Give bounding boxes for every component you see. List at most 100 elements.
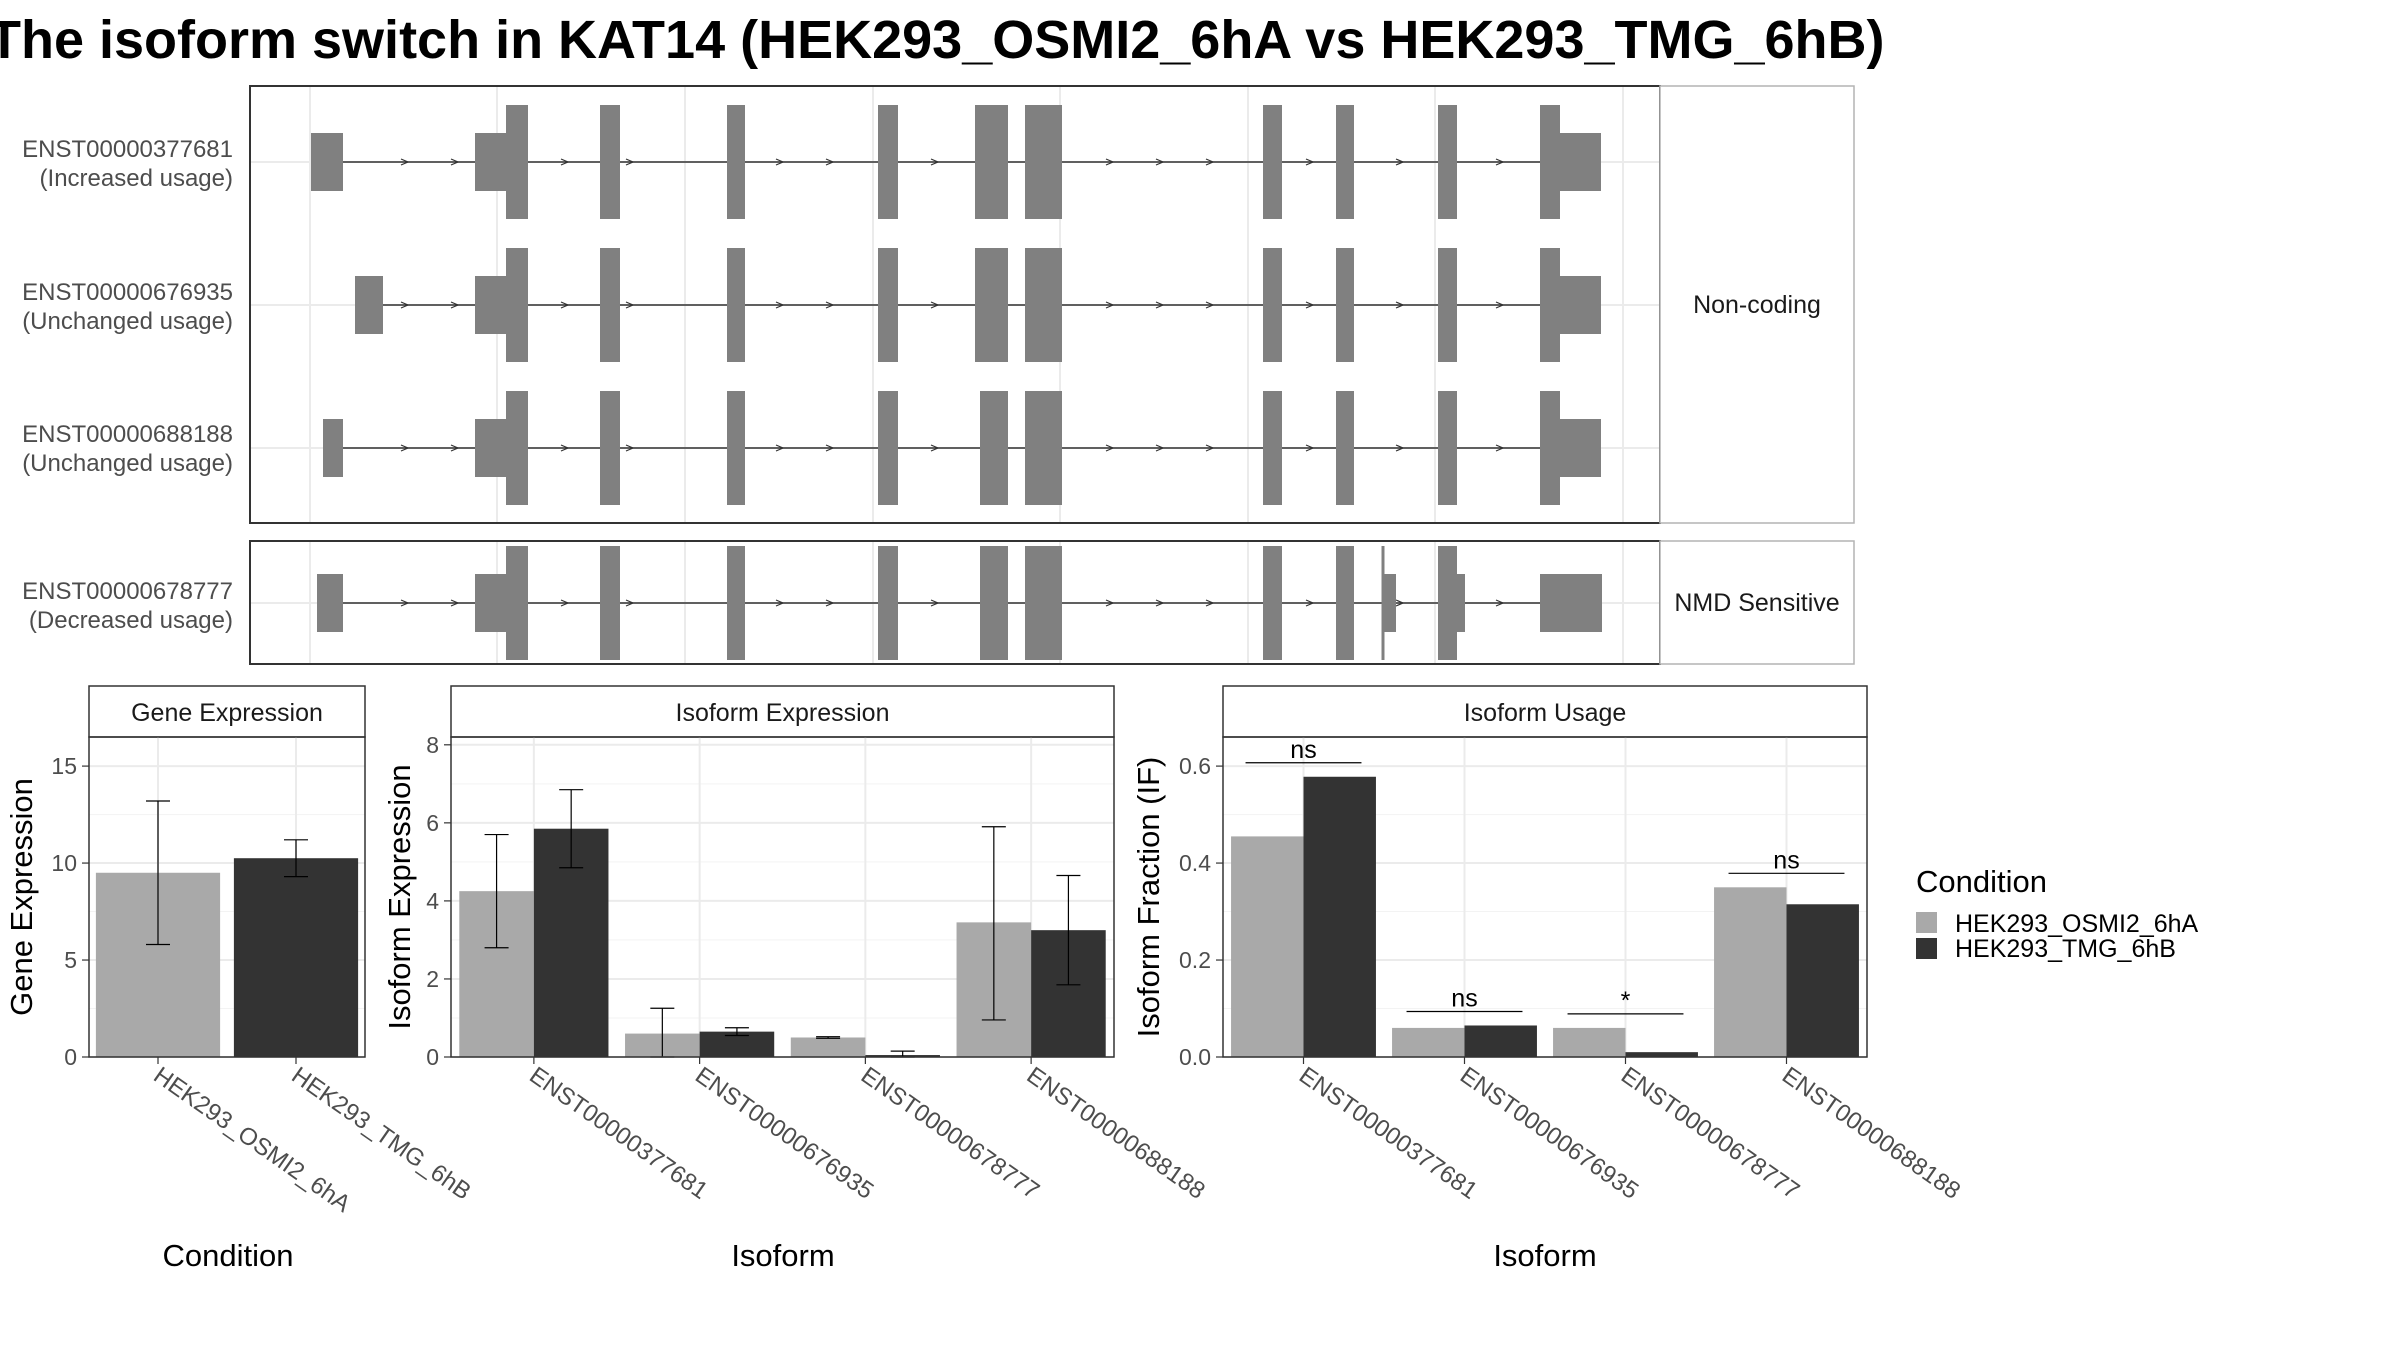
exon bbox=[1540, 574, 1602, 632]
exon bbox=[878, 105, 898, 219]
y-axis-title: Isoform Expression bbox=[382, 764, 417, 1029]
x-axis-title: Isoform bbox=[731, 1238, 834, 1273]
exon bbox=[1559, 419, 1601, 477]
exon bbox=[1336, 105, 1354, 219]
y-tick-label: 10 bbox=[51, 850, 77, 876]
chart-title: Isoform Usage bbox=[1464, 699, 1627, 727]
intron-arrow bbox=[775, 599, 785, 607]
legend: Condition HEK293_OSMI2_6hA HEK293_TMG_6h… bbox=[1916, 864, 2199, 963]
exon bbox=[600, 391, 620, 505]
x-tick-label: ENST00000678777 bbox=[856, 1062, 1044, 1205]
intron-arrow bbox=[450, 444, 460, 452]
y-tick-label: 0 bbox=[426, 1044, 439, 1070]
intron-arrow bbox=[450, 158, 460, 166]
intron-arrow bbox=[400, 158, 410, 166]
intron-arrow bbox=[560, 158, 570, 166]
exon bbox=[1540, 105, 1560, 219]
bar bbox=[1786, 904, 1859, 1057]
exon bbox=[1559, 276, 1601, 334]
intron-arrow bbox=[1105, 599, 1115, 607]
bar bbox=[1714, 887, 1787, 1057]
strip-nmd-label: NMD Sensitive bbox=[1674, 589, 1839, 617]
chart-strip bbox=[88, 685, 366, 738]
legend-swatch-a bbox=[1916, 912, 1937, 933]
intron-arrow bbox=[1305, 599, 1315, 607]
y-tick-label: 15 bbox=[51, 753, 77, 779]
transcript-usage-3: (Decreased usage) bbox=[29, 607, 233, 634]
exon bbox=[506, 248, 528, 362]
intron-arrow bbox=[1155, 599, 1165, 607]
exon bbox=[600, 248, 620, 362]
transcript-usage-1: (Unchanged usage) bbox=[22, 308, 233, 335]
transcript-structure-panel: Non-coding NMD Sensitive ENST00000377681… bbox=[22, 85, 1855, 665]
exon bbox=[1025, 546, 1062, 660]
chart-panel-border bbox=[1222, 736, 1868, 1058]
transcript-usage-2: (Unchanged usage) bbox=[22, 450, 233, 477]
strip-noncoding bbox=[1659, 85, 1855, 524]
intron-arrow bbox=[1305, 158, 1315, 166]
x-axis-title: Condition bbox=[163, 1238, 294, 1273]
intron-arrow bbox=[825, 158, 835, 166]
intron-arrow bbox=[775, 301, 785, 309]
y-tick-label: 5 bbox=[64, 947, 77, 973]
intron-arrow bbox=[1205, 158, 1215, 166]
exon bbox=[317, 574, 343, 632]
bar bbox=[1231, 836, 1304, 1057]
y-tick-label: 8 bbox=[426, 732, 439, 758]
exon bbox=[878, 391, 898, 505]
exon bbox=[1025, 105, 1062, 219]
intron-arrow bbox=[625, 599, 635, 607]
bar-charts: Gene Expression051015HEK293_OSMI2_6hAHEK… bbox=[4, 685, 1965, 1273]
legend-label-b: HEK293_TMG_6hB bbox=[1955, 935, 2176, 963]
intron-arrow bbox=[1205, 301, 1215, 309]
intron-arrow bbox=[825, 301, 835, 309]
bar bbox=[790, 1037, 866, 1057]
exon bbox=[1263, 248, 1282, 362]
intron-arrow bbox=[1205, 599, 1215, 607]
exon bbox=[878, 546, 898, 660]
intron-arrow bbox=[400, 599, 410, 607]
exon bbox=[878, 248, 898, 362]
x-tick-label: ENST00000688188 bbox=[1777, 1062, 1965, 1205]
significance-label: ns bbox=[1773, 846, 1799, 874]
intron-arrow bbox=[1155, 158, 1165, 166]
chart-strip bbox=[1222, 685, 1868, 738]
bar bbox=[1303, 776, 1376, 1057]
intron-arrow bbox=[1105, 301, 1115, 309]
bar bbox=[233, 858, 359, 1057]
legend-label-a: HEK293_OSMI2_6hA bbox=[1955, 910, 2199, 938]
exon bbox=[727, 546, 745, 660]
exon bbox=[355, 276, 383, 334]
exon bbox=[1540, 391, 1560, 505]
exon bbox=[980, 546, 1008, 660]
exon bbox=[475, 133, 507, 191]
exon bbox=[1384, 574, 1396, 632]
exon bbox=[727, 105, 745, 219]
exon bbox=[475, 419, 507, 477]
y-tick-label: 4 bbox=[426, 888, 439, 914]
exon bbox=[506, 391, 528, 505]
x-axis-title: Isoform bbox=[1493, 1238, 1596, 1273]
x-tick-label: ENST00000377681 bbox=[1294, 1062, 1482, 1205]
x-tick-label: ENST00000676935 bbox=[690, 1062, 878, 1205]
intron-arrow bbox=[1155, 444, 1165, 452]
exon bbox=[1438, 105, 1457, 219]
exon bbox=[475, 276, 507, 334]
y-tick-label: 0 bbox=[64, 1044, 77, 1070]
intron-arrow bbox=[560, 599, 570, 607]
y-tick-label: 0.6 bbox=[1179, 753, 1211, 779]
intron-arrow bbox=[400, 301, 410, 309]
exon bbox=[1438, 391, 1457, 505]
exon bbox=[475, 574, 507, 632]
x-tick-label: ENST00000688188 bbox=[1022, 1062, 1210, 1205]
transcript-id-1: ENST00000676935 bbox=[22, 279, 233, 306]
intron-arrow bbox=[625, 444, 635, 452]
structure-exons bbox=[311, 105, 1602, 660]
y-axis-title: Isoform Fraction (IF) bbox=[1131, 757, 1166, 1038]
exon bbox=[1263, 105, 1282, 219]
intron-arrow bbox=[560, 444, 570, 452]
exon bbox=[975, 248, 1008, 362]
y-tick-label: 0.2 bbox=[1179, 947, 1211, 973]
intron-arrow bbox=[1305, 444, 1315, 452]
